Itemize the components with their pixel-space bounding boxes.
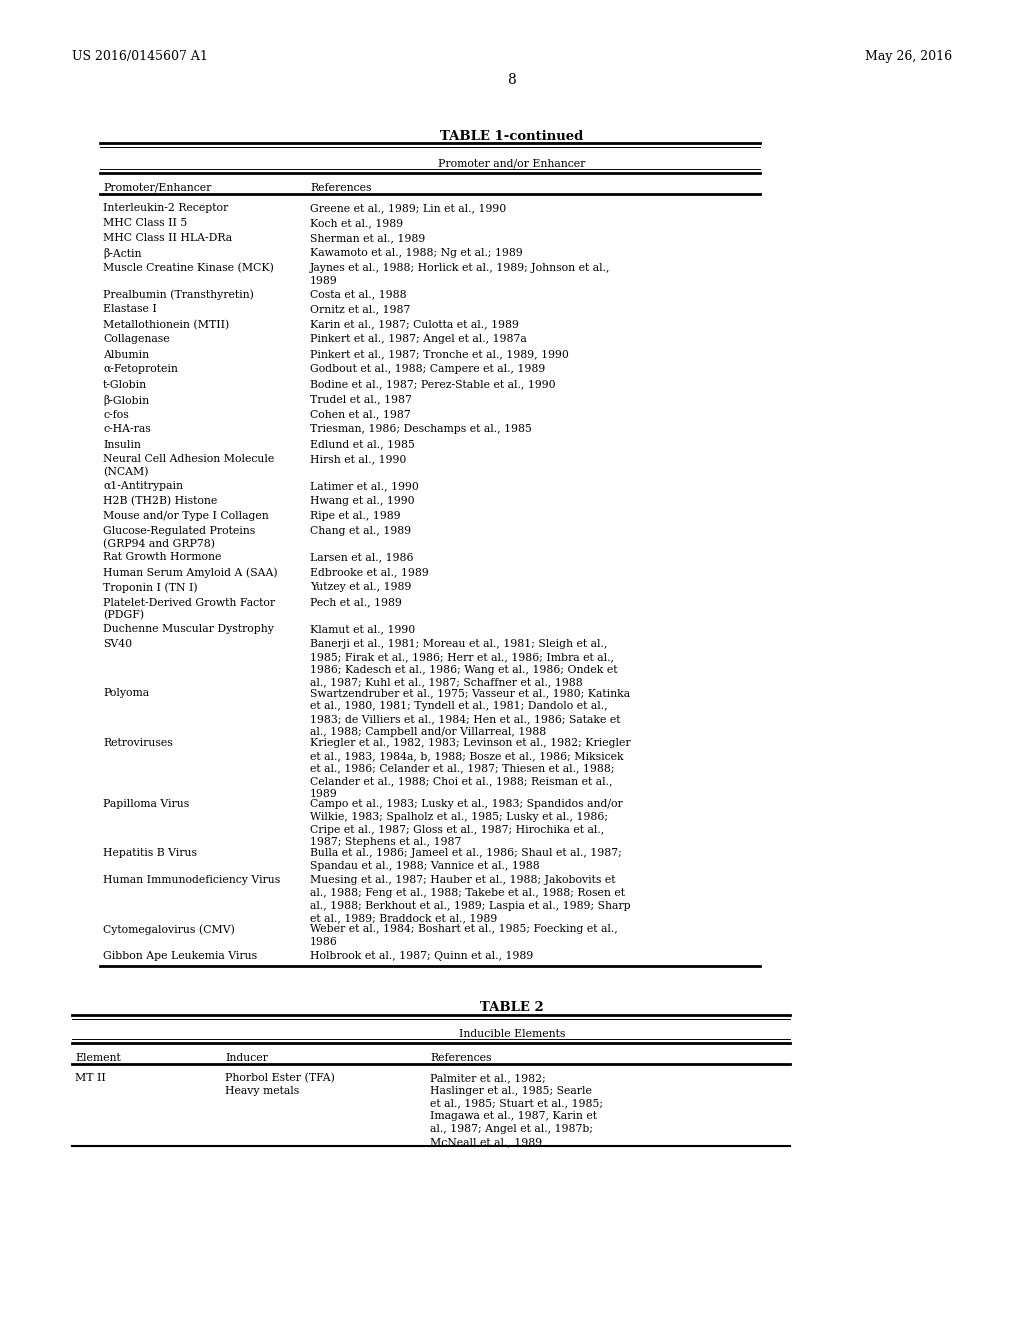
Text: 8: 8 <box>508 73 516 87</box>
Text: Karin et al., 1987; Culotta et al., 1989: Karin et al., 1987; Culotta et al., 1989 <box>310 319 519 330</box>
Text: Muscle Creatine Kinase (MCK): Muscle Creatine Kinase (MCK) <box>103 263 273 273</box>
Text: Costa et al., 1988: Costa et al., 1988 <box>310 289 407 300</box>
Text: α1-Antitrypain: α1-Antitrypain <box>103 480 183 491</box>
Text: References: References <box>310 183 372 193</box>
Text: Ornitz et al., 1987: Ornitz et al., 1987 <box>310 305 411 314</box>
Text: Cytomegalovirus (CMV): Cytomegalovirus (CMV) <box>103 924 234 935</box>
Text: Elastase I: Elastase I <box>103 305 157 314</box>
Text: Kriegler et al., 1982, 1983; Levinson et al., 1982; Kriegler
et al., 1983, 1984a: Kriegler et al., 1982, 1983; Levinson et… <box>310 738 631 799</box>
Text: Muesing et al., 1987; Hauber et al., 1988; Jakobovits et
al., 1988; Feng et al.,: Muesing et al., 1987; Hauber et al., 198… <box>310 875 631 924</box>
Text: β-Actin: β-Actin <box>103 248 141 259</box>
Text: Yutzey et al., 1989: Yutzey et al., 1989 <box>310 582 412 593</box>
Text: α-Fetoprotein: α-Fetoprotein <box>103 364 178 375</box>
Text: Neural Cell Adhesion Molecule
(NCAM): Neural Cell Adhesion Molecule (NCAM) <box>103 454 274 478</box>
Text: Campo et al., 1983; Lusky et al., 1983; Spandidos and/or
Wilkie, 1983; Spalholz : Campo et al., 1983; Lusky et al., 1983; … <box>310 799 623 847</box>
Text: MHC Class II 5: MHC Class II 5 <box>103 218 187 228</box>
Text: Promoter and/or Enhancer: Promoter and/or Enhancer <box>438 158 586 168</box>
Text: Glucose-Regulated Proteins
(GRP94 and GRP78): Glucose-Regulated Proteins (GRP94 and GR… <box>103 525 255 549</box>
Text: Jaynes et al., 1988; Horlick et al., 1989; Johnson et al.,
1989: Jaynes et al., 1988; Horlick et al., 198… <box>310 263 610 286</box>
Text: Albumin: Albumin <box>103 350 150 359</box>
Text: Kawamoto et al., 1988; Ng et al.; 1989: Kawamoto et al., 1988; Ng et al.; 1989 <box>310 248 522 257</box>
Text: Rat Growth Hormone: Rat Growth Hormone <box>103 553 221 562</box>
Text: MHC Class II HLA-DRa: MHC Class II HLA-DRa <box>103 234 232 243</box>
Text: Trudel et al., 1987: Trudel et al., 1987 <box>310 395 412 404</box>
Text: Holbrook et al., 1987; Quinn et al., 1989: Holbrook et al., 1987; Quinn et al., 198… <box>310 950 534 961</box>
Text: Edlund et al., 1985: Edlund et al., 1985 <box>310 440 415 450</box>
Text: SV40: SV40 <box>103 639 132 649</box>
Text: Cohen et al., 1987: Cohen et al., 1987 <box>310 409 411 420</box>
Text: Greene et al., 1989; Lin et al., 1990: Greene et al., 1989; Lin et al., 1990 <box>310 203 506 213</box>
Text: Phorbol Ester (TFA)
Heavy metals: Phorbol Ester (TFA) Heavy metals <box>225 1073 335 1096</box>
Text: Palmiter et al., 1982;
Haslinger et al., 1985; Searle
et al., 1985; Stuart et al: Palmiter et al., 1982; Haslinger et al.,… <box>430 1073 603 1147</box>
Text: Sherman et al., 1989: Sherman et al., 1989 <box>310 234 425 243</box>
Text: Banerji et al., 1981; Moreau et al., 1981; Sleigh et al.,
1985; Firak et al., 19: Banerji et al., 1981; Moreau et al., 198… <box>310 639 617 688</box>
Text: Chang et al., 1989: Chang et al., 1989 <box>310 525 411 536</box>
Text: t-Globin: t-Globin <box>103 380 147 389</box>
Text: Polyoma: Polyoma <box>103 689 150 698</box>
Text: Swartzendruber et al., 1975; Vasseur et al., 1980; Katinka
et al., 1980, 1981; T: Swartzendruber et al., 1975; Vasseur et … <box>310 689 630 737</box>
Text: Mouse and/or Type I Collagen: Mouse and/or Type I Collagen <box>103 511 268 521</box>
Text: Inducible Elements: Inducible Elements <box>459 1030 565 1039</box>
Text: Gibbon Ape Leukemia Virus: Gibbon Ape Leukemia Virus <box>103 950 257 961</box>
Text: Bodine et al., 1987; Perez-Stable et al., 1990: Bodine et al., 1987; Perez-Stable et al.… <box>310 380 556 389</box>
Text: Klamut et al., 1990: Klamut et al., 1990 <box>310 624 416 634</box>
Text: Interleukin-2 Receptor: Interleukin-2 Receptor <box>103 203 228 213</box>
Text: Duchenne Muscular Dystrophy: Duchenne Muscular Dystrophy <box>103 624 273 634</box>
Text: Insulin: Insulin <box>103 440 141 450</box>
Text: Papilloma Virus: Papilloma Virus <box>103 799 189 809</box>
Text: Bulla et al., 1986; Jameel et al., 1986; Shaul et al., 1987;
Spandau et al., 198: Bulla et al., 1986; Jameel et al., 1986;… <box>310 849 622 871</box>
Text: Weber et al., 1984; Boshart et al., 1985; Foecking et al.,
1986: Weber et al., 1984; Boshart et al., 1985… <box>310 924 617 948</box>
Text: Platelet-Derived Growth Factor
(PDGF): Platelet-Derived Growth Factor (PDGF) <box>103 598 275 620</box>
Text: H2B (TH2B) Histone: H2B (TH2B) Histone <box>103 496 217 507</box>
Text: Inducer: Inducer <box>225 1053 268 1063</box>
Text: c-HA-ras: c-HA-ras <box>103 425 151 434</box>
Text: Godbout et al., 1988; Campere et al., 1989: Godbout et al., 1988; Campere et al., 19… <box>310 364 545 375</box>
Text: Triesman, 1986; Deschamps et al., 1985: Triesman, 1986; Deschamps et al., 1985 <box>310 425 531 434</box>
Text: Metallothionein (MTII): Metallothionein (MTII) <box>103 319 229 330</box>
Text: Promoter/Enhancer: Promoter/Enhancer <box>103 183 211 193</box>
Text: Prealbumin (Transthyretin): Prealbumin (Transthyretin) <box>103 289 254 300</box>
Text: Human Immunodeficiency Virus: Human Immunodeficiency Virus <box>103 875 281 884</box>
Text: MT II: MT II <box>75 1073 105 1082</box>
Text: c-fos: c-fos <box>103 409 129 420</box>
Text: Ripe et al., 1989: Ripe et al., 1989 <box>310 511 400 521</box>
Text: β-Globin: β-Globin <box>103 395 150 405</box>
Text: US 2016/0145607 A1: US 2016/0145607 A1 <box>72 50 208 63</box>
Text: Collagenase: Collagenase <box>103 334 170 345</box>
Text: Edbrooke et al., 1989: Edbrooke et al., 1989 <box>310 568 429 578</box>
Text: May 26, 2016: May 26, 2016 <box>865 50 952 63</box>
Text: Latimer et al., 1990: Latimer et al., 1990 <box>310 480 419 491</box>
Text: TABLE 2: TABLE 2 <box>480 1001 544 1014</box>
Text: Hirsh et al., 1990: Hirsh et al., 1990 <box>310 454 407 465</box>
Text: Larsen et al., 1986: Larsen et al., 1986 <box>310 553 414 562</box>
Text: Human Serum Amyloid A (SAA): Human Serum Amyloid A (SAA) <box>103 568 278 578</box>
Text: Hepatitis B Virus: Hepatitis B Virus <box>103 849 197 858</box>
Text: Element: Element <box>75 1053 121 1063</box>
Text: Pinkert et al., 1987; Tronche et al., 1989, 1990: Pinkert et al., 1987; Tronche et al., 19… <box>310 350 569 359</box>
Text: Pech et al., 1989: Pech et al., 1989 <box>310 598 401 607</box>
Text: Koch et al., 1989: Koch et al., 1989 <box>310 218 403 228</box>
Text: TABLE 1-continued: TABLE 1-continued <box>440 129 584 143</box>
Text: Hwang et al., 1990: Hwang et al., 1990 <box>310 496 415 506</box>
Text: Retroviruses: Retroviruses <box>103 738 173 748</box>
Text: References: References <box>430 1053 492 1063</box>
Text: Pinkert et al., 1987; Angel et al., 1987a: Pinkert et al., 1987; Angel et al., 1987… <box>310 334 526 345</box>
Text: Troponin I (TN I): Troponin I (TN I) <box>103 582 198 593</box>
